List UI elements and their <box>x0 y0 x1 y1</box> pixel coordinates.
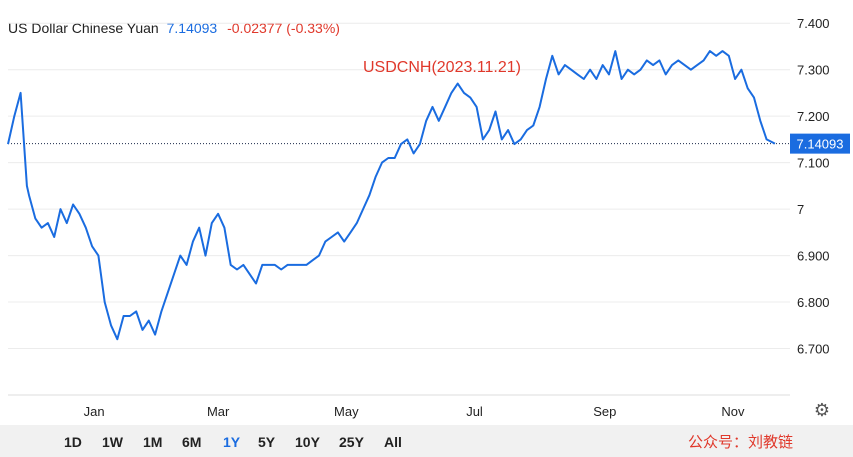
x-tick-label: Jul <box>466 404 483 419</box>
quote-header: US Dollar Chinese Yuan 7.14093 -0.02377 … <box>8 20 340 36</box>
timeframe-1y[interactable]: 1Y <box>223 434 241 450</box>
timeframe-25y[interactable]: 25Y <box>339 434 364 450</box>
x-tick-label: Jan <box>84 404 105 419</box>
current-price: 7.14093 <box>166 20 218 36</box>
x-tick-label: Mar <box>207 404 230 419</box>
watermark-text: 公众号：刘教链 <box>687 434 793 451</box>
x-tick-label: May <box>334 404 359 419</box>
timeframe-bar: 1D 1W 1M 6M 1Y 5Y 10Y 25Y All 公众号：刘教链 <box>0 425 853 457</box>
y-tick-label: 7.300 <box>797 63 830 78</box>
y-tick-label: 7 <box>797 202 804 217</box>
y-tick-label: 6.900 <box>797 249 830 264</box>
gear-icon[interactable]: ⚙ <box>813 400 831 420</box>
timeframe-5y[interactable]: 5Y <box>258 434 276 450</box>
y-tick-label: 7.100 <box>797 156 830 171</box>
last-price-tag <box>790 133 850 154</box>
timeframe-1w[interactable]: 1W <box>102 434 123 450</box>
price-chart: 6.700 6.800 6.900 7 7.100 7.200 7.300 7.400 Jan M… <box>7 16 850 419</box>
x-tick-label: Sep <box>593 404 616 419</box>
last-price-label: 7.14093 <box>797 137 844 152</box>
y-tick-label: 7.400 <box>797 16 830 31</box>
y-tick-label: 7.200 <box>797 109 830 124</box>
timeframe-1m[interactable]: 1M <box>143 434 163 450</box>
price-change: -0.02377 (-0.33%) <box>227 20 340 36</box>
y-tick-label: 6.700 <box>797 342 830 357</box>
timeframe-1d[interactable]: 1D <box>64 434 82 450</box>
series-line <box>7 50 776 341</box>
y-tick-label: 6.800 <box>797 295 830 310</box>
pair-name: US Dollar Chinese Yuan <box>8 20 159 36</box>
chart-title: USDCNH(2023.11.21) <box>363 59 521 76</box>
x-tick-label: Nov <box>721 404 745 419</box>
timeframe-10y[interactable]: 10Y <box>295 434 320 450</box>
timeframe-all[interactable]: All <box>384 434 402 450</box>
timeframe-6m[interactable]: 6M <box>182 434 202 450</box>
